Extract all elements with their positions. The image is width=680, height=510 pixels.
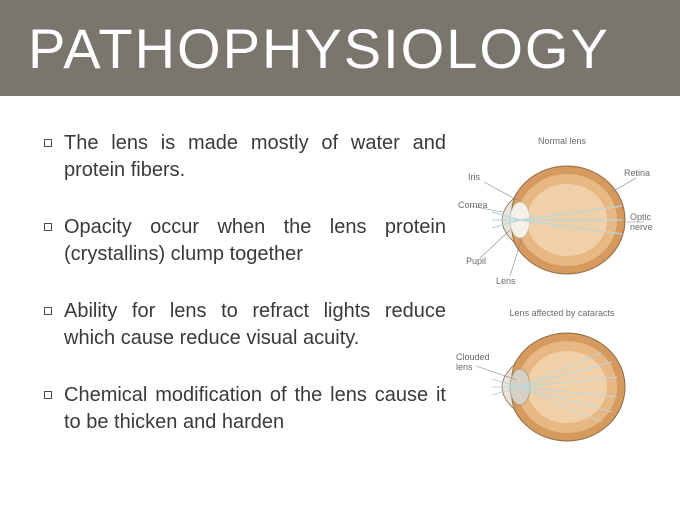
label-cornea: Cornea xyxy=(458,200,488,210)
bullet-icon xyxy=(44,223,52,231)
label-retina: Retina xyxy=(624,168,650,178)
diagram-caption: Normal lens xyxy=(462,136,662,146)
list-item: The lens is made mostly of water and pro… xyxy=(44,130,446,184)
label-clouded-lens: Clouded lens xyxy=(456,352,496,372)
bullet-text: Opacity occur when the lens protein (cry… xyxy=(64,214,446,268)
bullet-text: Ability for lens to refract lights reduc… xyxy=(64,298,446,352)
title-header: PATHOPHYSIOLOGY xyxy=(0,0,680,96)
list-item: Opacity occur when the lens protein (cry… xyxy=(44,214,446,268)
diagram-caption: Lens affected by cataracts xyxy=(462,308,662,318)
bullet-icon xyxy=(44,139,52,147)
content-area: The lens is made mostly of water and pro… xyxy=(0,96,680,490)
bullet-text: The lens is made mostly of water and pro… xyxy=(64,130,446,184)
list-item: Chemical modification of the lens cause … xyxy=(44,382,446,436)
eye-svg xyxy=(462,322,652,452)
bullet-list: The lens is made mostly of water and pro… xyxy=(44,130,462,470)
label-optic-nerve: Optic nerve xyxy=(630,212,660,232)
list-item: Ability for lens to refract lights reduc… xyxy=(44,298,446,352)
bullet-icon xyxy=(44,391,52,399)
normal-eye-diagram: Normal lens xyxy=(462,136,662,290)
cataract-eye-diagram: Lens affected by cataracts xyxy=(462,308,662,452)
eye-illustration: Clouded lens xyxy=(462,322,652,452)
label-iris: Iris xyxy=(468,172,480,182)
label-lens: Lens xyxy=(496,276,516,286)
eye-illustration: Iris Cornea Pupil Lens Retina Optic nerv… xyxy=(462,150,652,290)
bullet-icon xyxy=(44,307,52,315)
label-pupil: Pupil xyxy=(466,256,486,266)
page-title: PATHOPHYSIOLOGY xyxy=(28,16,610,81)
bullet-text: Chemical modification of the lens cause … xyxy=(64,382,446,436)
diagram-column: Normal lens xyxy=(462,130,662,470)
